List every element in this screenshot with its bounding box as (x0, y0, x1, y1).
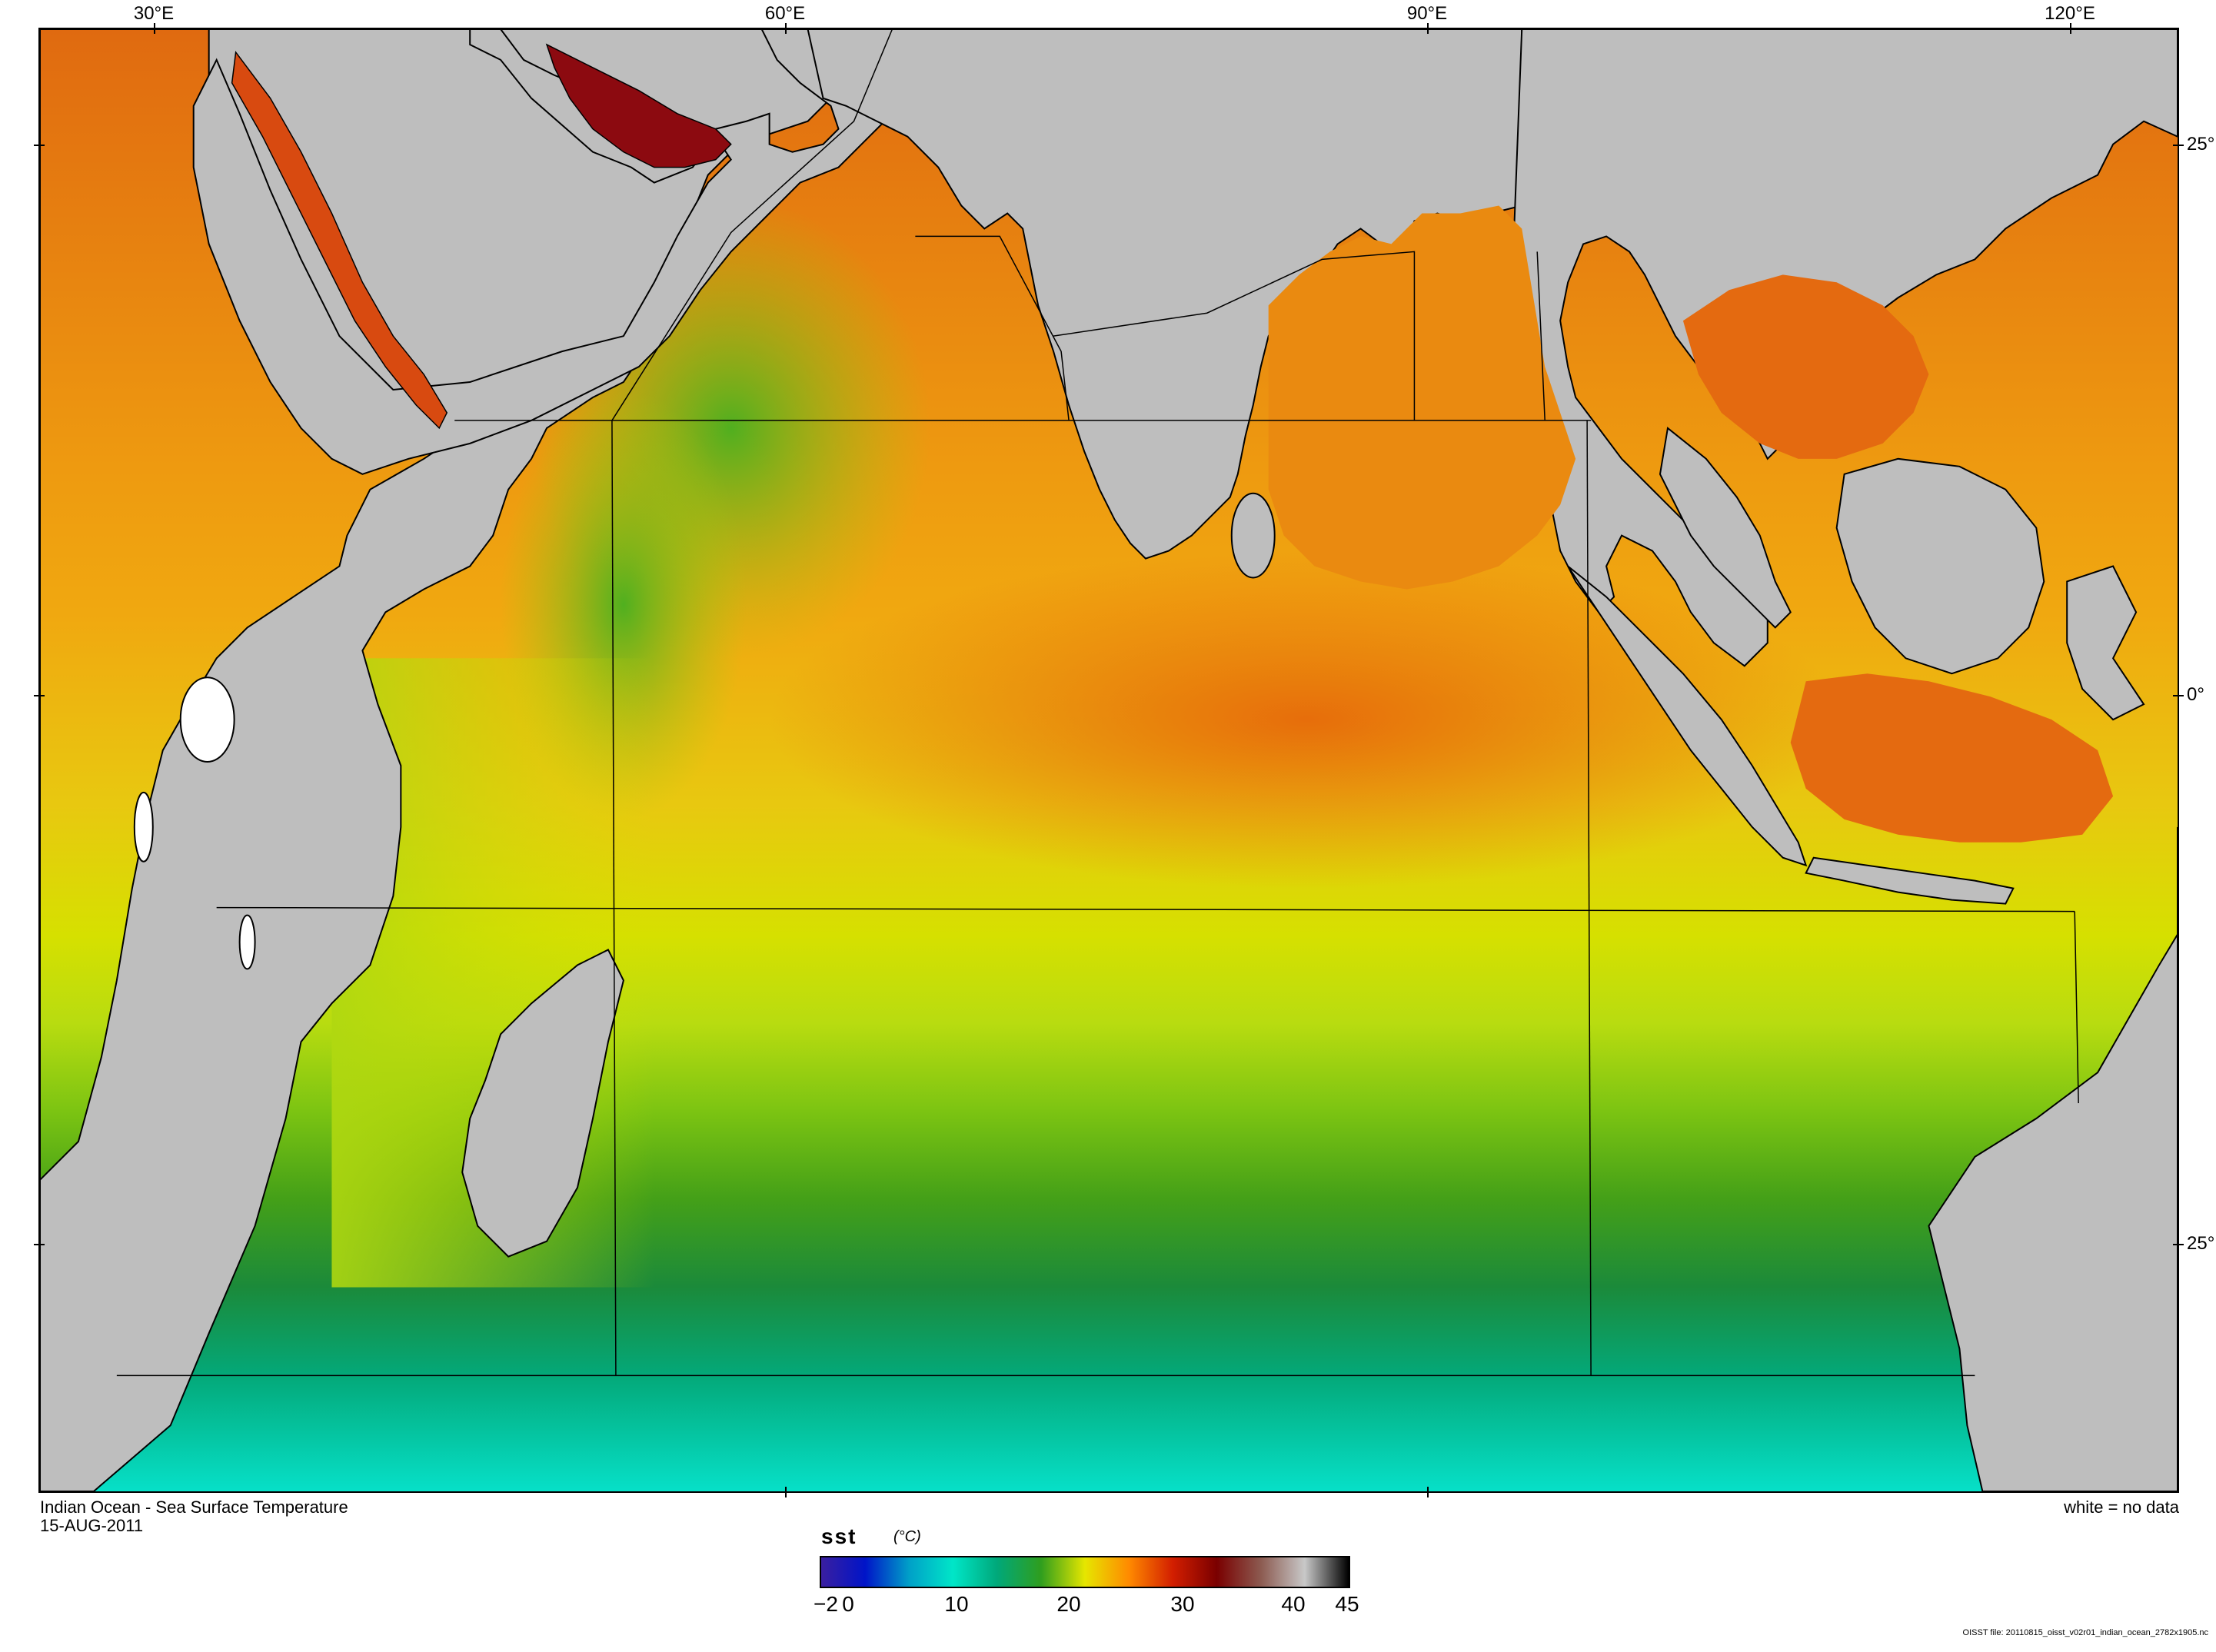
lon-label-90e: 90°E (1406, 3, 1448, 24)
region-boundaries (116, 29, 2079, 1377)
persian-gulf-water (545, 43, 732, 168)
south-china-sea-water (1682, 274, 1929, 459)
lat-tick-right-25s (2173, 1244, 2184, 1245)
lon-tick-top-60e (785, 23, 787, 34)
lon-tick-top-30e (154, 23, 155, 34)
no-data-island-white-2 (133, 791, 154, 863)
warm-pool-region (769, 550, 1845, 889)
lon-tick-bottom-60e (785, 1487, 787, 1497)
sumatra-land (1567, 565, 1808, 867)
colorbar-tick-minus2: −2 (814, 1592, 838, 1616)
lat-label-25n: 25° (2187, 134, 2215, 155)
colorbar-variable-label: sst (821, 1524, 857, 1548)
lat-tick-left-25n (34, 145, 45, 146)
lon-tick-top-120e (2070, 23, 2071, 34)
lon-label-120e: 120°E (2045, 3, 2095, 24)
sst-colorbar (820, 1556, 1350, 1588)
red-sea-water (231, 51, 448, 430)
sri-lanka-land (1230, 492, 1276, 579)
lat-tick-left-equator (34, 695, 45, 696)
lat-tick-right-25n (2173, 145, 2184, 146)
colorbar-tick-30: 30 (1170, 1592, 1195, 1616)
lon-tick-bottom-90e (1427, 1487, 1429, 1497)
colorbar-units-label: (°C) (893, 1528, 921, 1545)
colorbar-tick-20: 20 (1056, 1592, 1081, 1616)
source-file-note: OISST file: 20110815_oisst_v02r01_indian… (1962, 1628, 2208, 1637)
map-date: 15-AUG-2011 (40, 1516, 144, 1535)
borneo-land (1835, 457, 2045, 675)
sst-map (38, 28, 2179, 1493)
land-masses (40, 29, 2178, 1491)
lon-label-30e: 30°E (133, 3, 175, 24)
java-land (1805, 856, 2015, 905)
no-data-island-white (179, 676, 235, 763)
colorbar-tick-45: 45 (1335, 1592, 1359, 1616)
lon-label-60e: 60°E (764, 3, 806, 24)
sulawesi-land (2066, 565, 2145, 721)
bay-of-bengal-water (1268, 205, 1576, 590)
sst-map-canvas (40, 29, 2178, 1491)
no-data-island-white-3 (238, 914, 256, 970)
colorbar-tick-10: 10 (944, 1592, 969, 1616)
colorbar-tick-0: 0 (842, 1592, 854, 1616)
no-data-legend-note: white = no data (2064, 1497, 2179, 1517)
lat-tick-left-25s (34, 1244, 45, 1245)
map-title: Indian Ocean - Sea Surface Temperature (40, 1497, 348, 1517)
lon-tick-top-90e (1427, 23, 1429, 34)
malay-peninsula-land (1659, 427, 1792, 629)
colorbar-tick-40: 40 (1281, 1592, 1306, 1616)
australia-land (1928, 826, 2178, 1491)
lat-label-25s: 25° (2187, 1233, 2215, 1254)
lat-tick-right-equator (2173, 695, 2184, 696)
madagascar-land (461, 949, 624, 1258)
java-sea-water (1790, 673, 2114, 843)
lat-label-equator: 0° (2187, 684, 2204, 705)
